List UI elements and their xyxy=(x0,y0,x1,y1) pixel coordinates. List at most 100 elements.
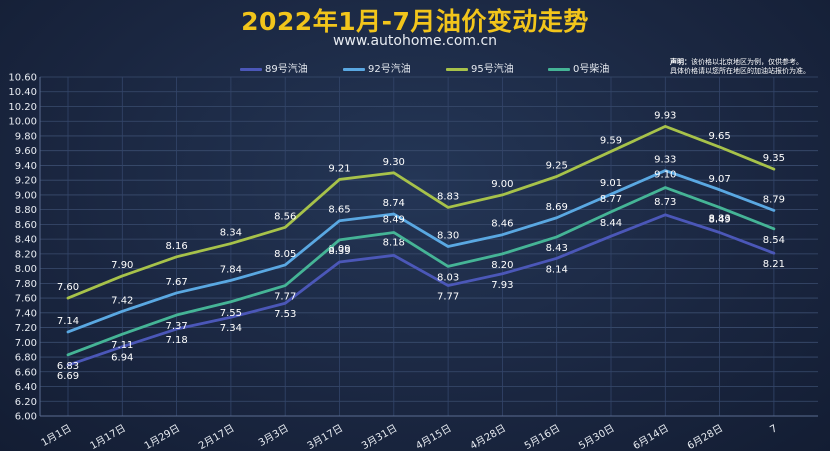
series-line xyxy=(66,124,776,300)
data-label: 8.14 xyxy=(546,264,568,275)
y-tick-label: 7.40 xyxy=(15,308,37,319)
data-label: 9.33 xyxy=(654,155,676,166)
series-line xyxy=(66,186,776,357)
data-label: 9.01 xyxy=(600,178,622,189)
series-line xyxy=(66,213,776,367)
y-tick-label: 8.60 xyxy=(15,220,37,231)
data-label: 7.18 xyxy=(165,335,187,346)
disclaimer-label: 声明： xyxy=(670,58,691,66)
disclaimer-line2: 具体价格请以您所在地区的加油站报价为准。 xyxy=(670,67,810,75)
legend-item-0: 0号柴油 xyxy=(548,60,609,75)
data-label: 8.49 xyxy=(383,214,405,225)
y-tick-label: 9.60 xyxy=(15,146,37,157)
legend-label-89: 89号汽油 xyxy=(265,64,308,75)
data-label: 8.77 xyxy=(600,194,622,205)
y-tick-label: 9.20 xyxy=(15,176,37,187)
data-label: 8.05 xyxy=(274,249,296,260)
data-label: 7.77 xyxy=(274,292,296,303)
y-tick-label: 8.80 xyxy=(15,205,37,216)
y-tick-label: 10.40 xyxy=(8,87,37,98)
legend-swatch-95 xyxy=(446,67,468,71)
y-tick-label: 9.80 xyxy=(15,131,37,142)
data-label: 8.20 xyxy=(491,260,513,271)
data-label: 8.43 xyxy=(546,243,568,254)
x-tick-label: 4月28日 xyxy=(468,422,508,451)
x-tick-label: 1月17日 xyxy=(88,422,128,451)
data-label: 9.93 xyxy=(654,110,676,121)
data-label: 7.67 xyxy=(165,277,187,288)
legend-item-92: 92号汽油 xyxy=(343,60,411,75)
data-label: 7.60 xyxy=(57,282,79,293)
x-tick-label: 3月3日 xyxy=(256,422,290,449)
data-label: 7.53 xyxy=(274,309,296,320)
data-label: 8.21 xyxy=(763,259,785,270)
data-label: 9.35 xyxy=(763,153,785,164)
data-label: 8.18 xyxy=(383,237,405,248)
y-tick-label: 8.20 xyxy=(15,249,37,260)
chart-subtitle: www.autohome.com.cn xyxy=(332,33,498,49)
x-tick-label: 5月30日 xyxy=(577,422,617,451)
y-tick-label: 10.20 xyxy=(8,102,37,113)
data-label: 7.14 xyxy=(57,316,79,327)
data-label: 9.65 xyxy=(708,131,730,142)
data-label: 7.93 xyxy=(491,280,513,291)
y-tick-label: 7.60 xyxy=(15,294,37,305)
legend-swatch-0 xyxy=(548,67,570,71)
data-label: 8.69 xyxy=(546,202,568,213)
legend-label-0: 0号柴油 xyxy=(573,64,610,75)
disclaimer-note: 声明：该价格以北京地区为例，仅供参考。 具体价格请以您所在地区的加油站报价为准。 xyxy=(670,58,830,76)
x-tick-label: 7 xyxy=(768,423,779,436)
data-label: 7.11 xyxy=(111,340,133,351)
data-label: 8.83 xyxy=(437,191,459,202)
data-label: 8.73 xyxy=(654,197,676,208)
y-tick-label: 6.80 xyxy=(15,353,37,364)
data-label: 7.37 xyxy=(165,321,187,332)
data-label: 9.00 xyxy=(491,179,513,190)
data-label: 7.77 xyxy=(437,292,459,303)
y-tick-label: 6.00 xyxy=(15,412,37,423)
y-tick-label: 7.80 xyxy=(15,279,37,290)
data-label: 9.30 xyxy=(383,157,405,168)
y-tick-label: 8.00 xyxy=(15,264,37,275)
x-tick-label: 3月31日 xyxy=(359,422,399,451)
data-label: 8.83 xyxy=(708,213,730,224)
data-label: 8.44 xyxy=(600,218,622,229)
data-label: 7.42 xyxy=(111,295,133,306)
x-tick-label: 5月16日 xyxy=(522,422,562,451)
data-label: 6.94 xyxy=(111,353,133,364)
data-label: 8.34 xyxy=(220,228,242,239)
x-tick-label: 2月17日 xyxy=(197,422,237,451)
data-label: 7.55 xyxy=(220,308,242,319)
legend-label-92: 92号汽油 xyxy=(368,64,411,75)
data-label: 8.30 xyxy=(437,231,459,242)
y-tick-label: 7.20 xyxy=(15,323,37,334)
data-label: 6.69 xyxy=(57,371,79,382)
data-label: 8.16 xyxy=(165,241,187,252)
data-label: 8.39 xyxy=(328,246,350,257)
legend-swatch-92 xyxy=(343,67,365,71)
data-label: 9.59 xyxy=(600,135,622,146)
data-label: 9.07 xyxy=(708,174,730,185)
y-tick-label: 6.60 xyxy=(15,367,37,378)
data-label: 7.84 xyxy=(220,264,242,275)
data-label: 9.25 xyxy=(546,160,568,171)
data-label: 8.03 xyxy=(437,272,459,283)
y-tick-label: 7.00 xyxy=(15,338,37,349)
x-tick-label: 4月15日 xyxy=(414,422,454,451)
data-label: 8.74 xyxy=(383,198,405,209)
legend-item-95: 95号汽油 xyxy=(446,60,514,75)
y-tick-label: 6.20 xyxy=(15,397,37,408)
x-tick-label: 3月17日 xyxy=(305,422,345,451)
data-label: 8.09 xyxy=(328,244,350,255)
x-tick-label: 1月1日 xyxy=(39,422,73,449)
data-label: 8.46 xyxy=(491,219,513,230)
x-tick-label: 6月14日 xyxy=(631,422,671,451)
data-label: 8.54 xyxy=(763,235,785,246)
y-tick-label: 8.40 xyxy=(15,235,37,246)
chart-title: 2022年1月-7月油价变动走势 xyxy=(241,7,589,36)
data-label: 9.10 xyxy=(654,170,676,181)
data-label: 7.90 xyxy=(111,260,133,271)
data-label: 9.21 xyxy=(328,163,350,174)
disclaimer-line1: 该价格以北京地区为例，仅供参考。 xyxy=(691,58,803,66)
